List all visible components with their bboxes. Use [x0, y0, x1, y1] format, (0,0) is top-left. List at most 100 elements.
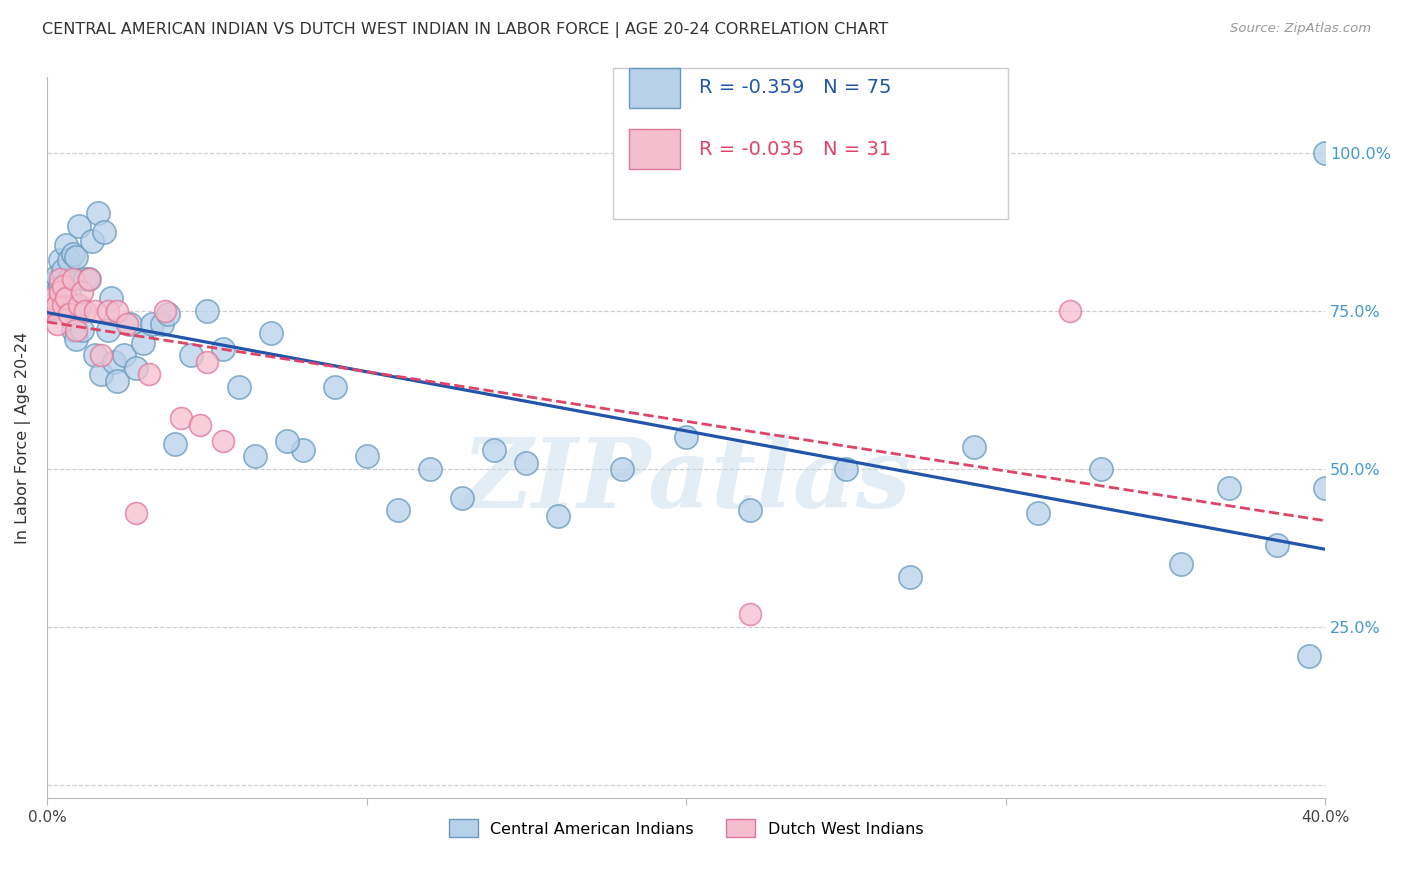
- Point: [45, 285, 67, 299]
- Point: [153, 304, 176, 318]
- Point: [42, 276, 65, 290]
- Point: [80, 235, 103, 249]
- Point: [70, 323, 93, 337]
- Point: [387, 503, 409, 517]
- Point: [90, 368, 112, 382]
- Point: [195, 304, 218, 318]
- Point: [39, 301, 62, 315]
- Point: [97, 304, 120, 318]
- Point: [125, 360, 148, 375]
- Point: [75, 272, 97, 286]
- Point: [62, 247, 84, 261]
- Point: [65, 323, 87, 337]
- Point: [484, 443, 506, 458]
- Text: ZIPatlas: ZIPatlas: [461, 434, 911, 528]
- Point: [1313, 145, 1336, 160]
- Point: [67, 301, 90, 315]
- Point: [42, 282, 65, 296]
- Point: [141, 317, 163, 331]
- Point: [243, 450, 266, 464]
- Text: R = -0.359   N = 75: R = -0.359 N = 75: [699, 78, 891, 97]
- Point: [1313, 481, 1336, 495]
- Point: [48, 272, 70, 286]
- Point: [45, 301, 67, 315]
- Point: [65, 333, 87, 347]
- Point: [52, 278, 75, 293]
- Point: [52, 263, 75, 277]
- Point: [45, 298, 67, 312]
- Point: [118, 317, 141, 331]
- Point: [52, 285, 75, 299]
- Point: [323, 380, 346, 394]
- Point: [62, 323, 84, 337]
- Point: [77, 272, 100, 286]
- Point: [87, 206, 110, 220]
- Point: [45, 317, 67, 331]
- Point: [52, 298, 75, 312]
- Point: [105, 374, 128, 388]
- Point: [97, 323, 120, 337]
- Text: CENTRAL AMERICAN INDIAN VS DUTCH WEST INDIAN IN LABOR FORCE | AGE 20-24 CORRELAT: CENTRAL AMERICAN INDIAN VS DUTCH WEST IN…: [42, 22, 889, 38]
- Point: [675, 430, 697, 444]
- Point: [42, 291, 65, 305]
- Point: [132, 335, 155, 350]
- Point: [1059, 304, 1081, 318]
- Point: [157, 307, 180, 321]
- Point: [58, 253, 80, 268]
- Point: [228, 380, 250, 394]
- Point: [100, 291, 122, 305]
- Bar: [628, 68, 679, 108]
- Point: [610, 462, 633, 476]
- Point: [58, 288, 80, 302]
- Point: [83, 304, 105, 318]
- Point: [39, 298, 62, 312]
- Point: [67, 298, 90, 312]
- Point: [58, 272, 80, 286]
- Point: [170, 411, 193, 425]
- Point: [1265, 538, 1288, 552]
- Point: [180, 348, 202, 362]
- Point: [1298, 648, 1320, 663]
- Point: [738, 503, 761, 517]
- Point: [515, 456, 537, 470]
- Point: [738, 607, 761, 622]
- Point: [291, 443, 314, 458]
- Point: [52, 298, 75, 312]
- Text: Source: ZipAtlas.com: Source: ZipAtlas.com: [1230, 22, 1371, 36]
- Point: [55, 291, 77, 305]
- Bar: [613, 68, 1008, 219]
- Point: [188, 417, 211, 432]
- Point: [835, 462, 858, 476]
- Point: [195, 354, 218, 368]
- Point: [1218, 481, 1240, 495]
- Point: [55, 291, 77, 305]
- Point: [356, 450, 378, 464]
- Text: R = -0.035   N = 31: R = -0.035 N = 31: [699, 140, 891, 159]
- Point: [105, 304, 128, 318]
- Point: [48, 294, 70, 309]
- Point: [55, 237, 77, 252]
- Point: [547, 509, 569, 524]
- Point: [39, 298, 62, 312]
- Point: [451, 491, 474, 505]
- Point: [259, 326, 281, 340]
- Point: [898, 569, 921, 583]
- Point: [83, 348, 105, 362]
- Point: [276, 434, 298, 448]
- Legend: Central American Indians, Dutch West Indians: Central American Indians, Dutch West Ind…: [443, 813, 929, 844]
- Point: [211, 434, 233, 448]
- Point: [70, 285, 93, 299]
- Point: [58, 307, 80, 321]
- Point: [419, 462, 441, 476]
- Point: [48, 285, 70, 299]
- Point: [48, 278, 70, 293]
- Point: [75, 304, 97, 318]
- Point: [125, 506, 148, 520]
- Point: [39, 301, 62, 315]
- Point: [62, 272, 84, 286]
- Point: [65, 250, 87, 264]
- Point: [103, 354, 125, 368]
- Point: [67, 219, 90, 233]
- Point: [1026, 506, 1049, 520]
- Point: [138, 368, 160, 382]
